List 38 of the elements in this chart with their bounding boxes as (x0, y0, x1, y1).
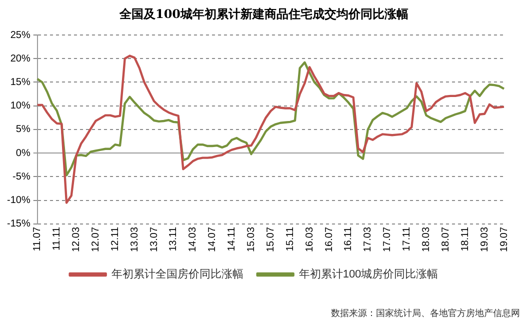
x-tick-label: 15.11 (284, 226, 296, 252)
y-tick-label: -15% (6, 218, 30, 230)
x-tick-label: 15.03 (246, 226, 257, 252)
x-tick-label: 13.03 (129, 226, 140, 252)
y-tick-label: 25% (10, 30, 30, 41)
x-tick-label: 12.07 (90, 226, 102, 252)
x-tick-label: 17.07 (382, 226, 394, 252)
x-tick-label: 18.07 (440, 226, 452, 252)
x-tick-label: 12.03 (70, 226, 82, 252)
x-tick-label: 14.11 (226, 226, 238, 252)
x-tick-label: 15.07 (265, 226, 276, 252)
y-tick-label: 10% (10, 100, 30, 112)
x-tick-label: 14.03 (188, 226, 199, 252)
source-note: 数据来源：国家统计局、各地官方房地产信息网 (331, 308, 520, 320)
y-tick-label: 0% (16, 148, 30, 159)
x-tick-label: 16.07 (324, 226, 335, 252)
x-tick-label: 11.11 (52, 226, 63, 251)
x-tick-label: 16.03 (304, 226, 316, 252)
x-tick-label: 13.07 (148, 226, 160, 252)
x-tick-label: 16.11 (343, 226, 354, 252)
x-tick-label: 18.03 (420, 226, 432, 252)
y-tick-label: 5% (16, 124, 30, 136)
x-tick-label: 12.11 (110, 226, 121, 252)
x-tick-label: 13.11 (168, 226, 180, 252)
x-tick-label: 14.07 (207, 226, 218, 252)
y-tick-label: 20% (10, 53, 30, 64)
x-tick-label: 17.03 (362, 226, 374, 252)
legend-label: 年初累计全国房价同比涨幅 (111, 268, 244, 281)
y-tick-label: -5% (12, 171, 30, 182)
legend-label: 年初累计100城房价同比涨幅 (298, 268, 438, 281)
x-tick-label: 11.07 (32, 226, 44, 252)
x-tick-label: 19.07 (498, 226, 510, 252)
x-tick-label: 19.03 (479, 226, 490, 252)
y-tick-label: 15% (10, 76, 30, 88)
x-tick-label: 18.11 (460, 226, 471, 252)
chart-title: 全国及100城年初累计新建商品住宅成交均价同比涨幅 (118, 6, 410, 23)
y-tick-label: -10% (6, 195, 30, 206)
x-tick-label: 17.11 (402, 226, 413, 252)
